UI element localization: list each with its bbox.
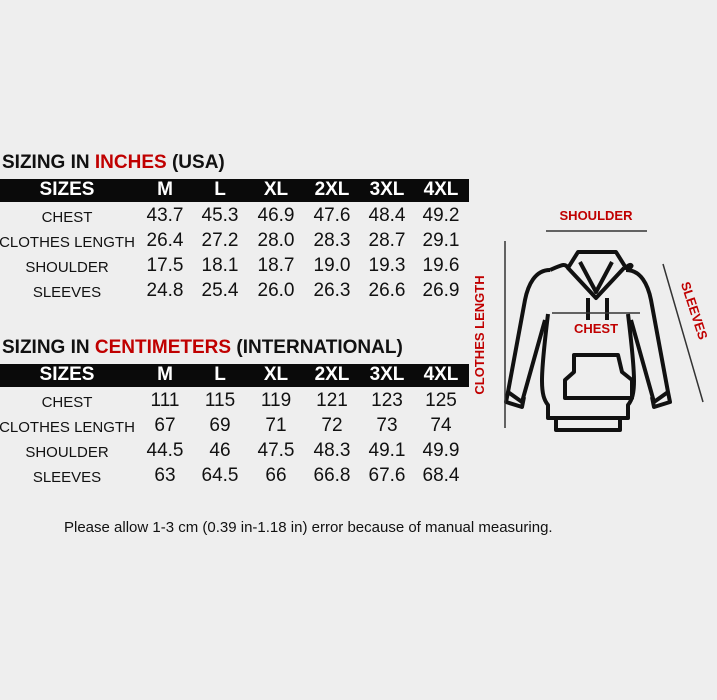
table-cell: 68.4: [422, 465, 460, 486]
row-label: SLEEVES: [32, 469, 102, 486]
table-cell: 27.2: [201, 230, 239, 251]
table-cell: 18.1: [201, 255, 239, 276]
column-header: SIZES: [39, 364, 95, 385]
table-cell: 73: [376, 415, 398, 436]
table-cell: 26.3: [313, 280, 351, 301]
column-header: 2XL: [314, 179, 350, 200]
table-cell: 46.9: [257, 205, 295, 226]
column-header: XL: [263, 179, 289, 200]
column-header: 4XL: [423, 179, 459, 200]
table-cell: 49.9: [422, 440, 460, 461]
table-cell: 26.9: [422, 280, 460, 301]
table-cell: 71: [265, 415, 287, 436]
table-cell: 47.6: [313, 205, 351, 226]
table-cell: 25.4: [201, 280, 239, 301]
row-label: SHOULDER: [25, 444, 109, 461]
table-cell: 67.6: [368, 465, 406, 486]
table-cell: 45.3: [201, 205, 239, 226]
table-cell: 121: [316, 390, 348, 411]
table-cell: 66: [265, 465, 287, 486]
title-prefix: SIZING IN: [2, 337, 95, 358]
row-label: CHEST: [41, 394, 93, 411]
column-header: 2XL: [314, 364, 350, 385]
title-accent: INCHES: [94, 152, 167, 173]
row-label: SHOULDER: [25, 259, 109, 276]
table-cell: 48.3: [313, 440, 351, 461]
table-cell: 26.0: [257, 280, 295, 301]
column-header: 4XL: [423, 364, 459, 385]
table-cell: 18.7: [257, 255, 295, 276]
table-cell: 17.5: [146, 255, 184, 276]
row-label: CHEST: [41, 209, 93, 226]
table-title-inches: SIZING IN INCHES (USA): [2, 152, 225, 174]
header-bar: [0, 364, 469, 387]
column-header: L: [214, 179, 226, 200]
column-header: SIZES: [39, 179, 95, 200]
shoulder-label: SHOULDER: [560, 208, 634, 223]
chest-label: CHEST: [574, 321, 618, 336]
table-cell: 46: [209, 440, 231, 461]
header-bar: [0, 179, 469, 202]
table-cell: 119: [260, 390, 292, 411]
table-cell: 28.3: [313, 230, 351, 251]
title-suffix: (INTERNATIONAL): [231, 337, 403, 358]
table-cell: 63: [154, 465, 176, 486]
title-accent: CENTIMETERS: [94, 337, 232, 358]
column-header: M: [157, 179, 173, 200]
table-cell: 115: [204, 390, 236, 411]
table-cell: 49.1: [368, 440, 406, 461]
column-header: M: [157, 364, 173, 385]
table-cell: 69: [209, 415, 231, 436]
clothes-length-label: CLOTHES LENGTH: [472, 275, 487, 394]
table-cell: 29.1: [422, 230, 460, 251]
table-cell: 48.4: [368, 205, 406, 226]
table-cell: 24.8: [146, 280, 184, 301]
row-label: CLOTHES LENGTH: [0, 234, 135, 251]
table-cell: 72: [321, 415, 343, 436]
table-cell: 74: [430, 415, 452, 436]
table-cell: 47.5: [257, 440, 295, 461]
table-cell: 111: [150, 390, 180, 411]
table-cell: 44.5: [146, 440, 184, 461]
table-cell: 125: [425, 390, 457, 411]
table-title-centimeters: SIZING IN CENTIMETERS (INTERNATIONAL): [2, 337, 403, 359]
table-cell: 49.2: [422, 205, 460, 226]
table-cell: 26.6: [368, 280, 406, 301]
table-cell: 67: [154, 415, 176, 436]
table-cell: 123: [371, 390, 403, 411]
table-cell: 19.0: [313, 255, 351, 276]
column-header: L: [214, 364, 226, 385]
table-cell: 43.7: [146, 205, 184, 226]
row-label: SLEEVES: [32, 284, 102, 301]
row-label: CLOTHES LENGTH: [0, 419, 135, 436]
table-cell: 64.5: [201, 465, 239, 486]
title-suffix: (USA): [166, 152, 225, 173]
column-header: 3XL: [369, 179, 405, 200]
measurement-note: Please allow 1-3 cm (0.39 in-1.18 in) er…: [64, 519, 553, 536]
table-cell: 66.8: [313, 465, 351, 486]
hoodie-icon: [504, 250, 672, 432]
column-header: 3XL: [369, 364, 405, 385]
column-header: XL: [263, 364, 289, 385]
title-prefix: SIZING IN: [2, 152, 95, 173]
table-cell: 26.4: [146, 230, 184, 251]
table-cell: 19.3: [368, 255, 406, 276]
table-cell: 28.0: [257, 230, 295, 251]
table-cell: 28.7: [368, 230, 406, 251]
table-cell: 19.6: [422, 255, 460, 276]
